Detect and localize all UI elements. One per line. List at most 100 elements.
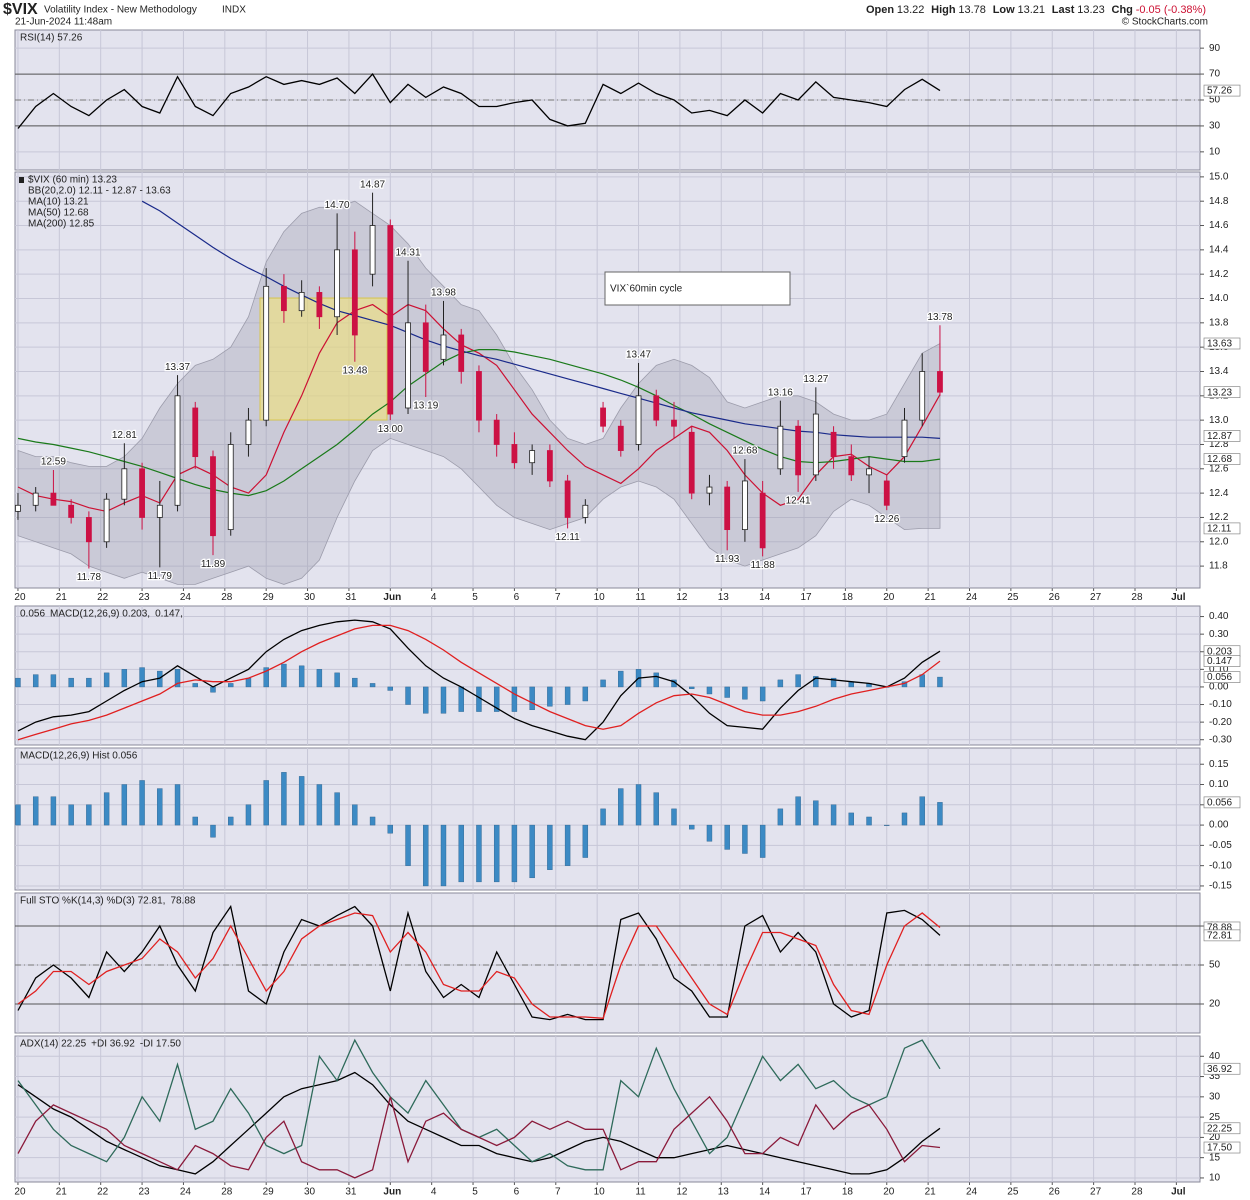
- histogram-bar: [15, 677, 21, 688]
- panel-background: [14, 1035, 1201, 1183]
- x-tick-label: 20: [883, 592, 895, 603]
- x-tick-label: 10: [594, 592, 606, 603]
- x-tick-label: 21: [56, 1187, 68, 1198]
- legend-entry: MACD(12,26,9) 0.203,: [50, 609, 150, 620]
- y-tick-label: 0.10: [1209, 779, 1229, 790]
- y-tick-label: 15: [1209, 1152, 1221, 1163]
- x-tick-label: 31: [345, 1187, 357, 1198]
- legend-icon: [19, 177, 24, 183]
- value-tag-label: 0.056: [1207, 672, 1232, 683]
- quote-value: 13.78: [958, 4, 986, 16]
- legend-entry: Full STO %K(14,3) %D(3) 72.81,: [20, 896, 165, 907]
- indicator-line: [17, 73, 941, 129]
- x-tick-label: 21: [56, 592, 68, 603]
- x-tick-label: 13: [718, 1187, 730, 1198]
- histogram-bar: [547, 824, 553, 870]
- histogram-bar: [440, 686, 447, 714]
- candle-body: [866, 468, 872, 476]
- histogram-bar: [298, 776, 305, 826]
- value-tag: [1203, 655, 1241, 667]
- histogram-bar: [866, 816, 872, 826]
- moving-average-line: [141, 200, 941, 439]
- histogram-bar: [458, 824, 464, 883]
- x-tick-label: 28: [221, 1187, 233, 1198]
- candle-body: [422, 322, 429, 372]
- histogram-bar: [316, 669, 323, 688]
- x-tick-label: 23: [139, 1187, 151, 1198]
- quote-label: High: [931, 4, 956, 16]
- y-tick-label: 12.2: [1209, 512, 1229, 523]
- value-tag-label: 12.68: [1207, 454, 1232, 465]
- histogram-bar: [316, 784, 323, 826]
- histogram-bar: [440, 824, 447, 887]
- histogram-bar: [759, 686, 766, 702]
- y-tick-label: 25: [1209, 1112, 1221, 1123]
- histogram-bar: [263, 667, 269, 688]
- candle-body: [795, 425, 802, 476]
- x-tick-label: 29: [263, 1187, 275, 1198]
- x-tick-label: 30: [304, 592, 316, 603]
- value-tag: [1203, 337, 1241, 350]
- price-annotation: 13.27: [803, 374, 828, 385]
- y-tick-label: -0.10: [1209, 699, 1232, 710]
- legend-entry: MACD(12,26,9) Hist 0.056: [20, 751, 138, 762]
- y-tick-label: 70: [1209, 69, 1221, 80]
- legend-entry: RSI(14) 57.26: [20, 33, 83, 44]
- y-tick-label: 12.4: [1209, 488, 1229, 499]
- value-tag-label: 78.88: [1207, 923, 1232, 934]
- candle-body: [174, 395, 181, 506]
- highlight-box: [259, 297, 388, 421]
- x-tick-label: 26: [1049, 592, 1061, 603]
- value-tag: [1203, 84, 1241, 97]
- histogram-bar: [103, 792, 110, 826]
- candle-body: [919, 371, 926, 421]
- candle-body: [688, 431, 695, 494]
- callout-box: [604, 271, 791, 306]
- indicator-line: [17, 624, 941, 741]
- y-tick-label: 0.00: [1209, 820, 1229, 831]
- candle-body: [511, 444, 518, 464]
- legend-entry: 0.147,: [155, 609, 183, 620]
- candle-body: [351, 249, 358, 336]
- histogram-bar: [777, 679, 784, 688]
- candle-body: [281, 285, 287, 312]
- price-annotation: 13.16: [768, 387, 793, 398]
- indicator-line: [17, 1095, 941, 1179]
- value-tag: [1203, 430, 1241, 442]
- candle-body: [85, 517, 92, 543]
- x-tick-label: 5: [472, 592, 478, 603]
- histogram-bar: [476, 824, 482, 883]
- candle-body: [227, 444, 234, 531]
- histogram-bar: [139, 780, 145, 826]
- x-tick-label: 23: [139, 592, 151, 603]
- legend-entry: +DI 36.92: [91, 1039, 135, 1050]
- histogram-bar: [281, 663, 287, 688]
- candle-body: [777, 425, 784, 470]
- quote-label: Low: [993, 4, 1015, 16]
- y-tick-label: 50: [1209, 95, 1221, 106]
- histogram-bar: [901, 812, 908, 826]
- y-tick-label: 90: [1209, 43, 1221, 54]
- histogram-bar: [405, 824, 411, 866]
- x-tick-label: Jun: [383, 592, 401, 603]
- copyright: © StockCharts.com: [1122, 17, 1208, 28]
- quote-line: Open 13.22 High 13.78 Low 13.21 Last 13.…: [866, 4, 1206, 16]
- histogram-bar: [689, 686, 695, 689]
- x-tick-label: 29: [263, 592, 275, 603]
- candle-body: [830, 431, 837, 458]
- x-tick-label: Jun: [383, 1187, 401, 1198]
- x-tick-label: 25: [1007, 592, 1019, 603]
- y-tick-label: 0.30: [1209, 629, 1229, 640]
- candle-body: [493, 419, 500, 445]
- y-tick-label: 20: [1209, 1132, 1221, 1143]
- candle-body: [32, 492, 39, 506]
- histogram-bar: [582, 686, 589, 702]
- candle-body: [334, 249, 341, 318]
- quote-value: 13.22: [897, 4, 925, 16]
- histogram-bar: [724, 824, 730, 850]
- y-tick-label: 0.40: [1209, 611, 1229, 622]
- histogram-bar: [937, 802, 943, 826]
- x-tick-label: 20: [14, 1187, 26, 1198]
- candle-body: [15, 504, 21, 512]
- histogram-bar: [405, 686, 411, 705]
